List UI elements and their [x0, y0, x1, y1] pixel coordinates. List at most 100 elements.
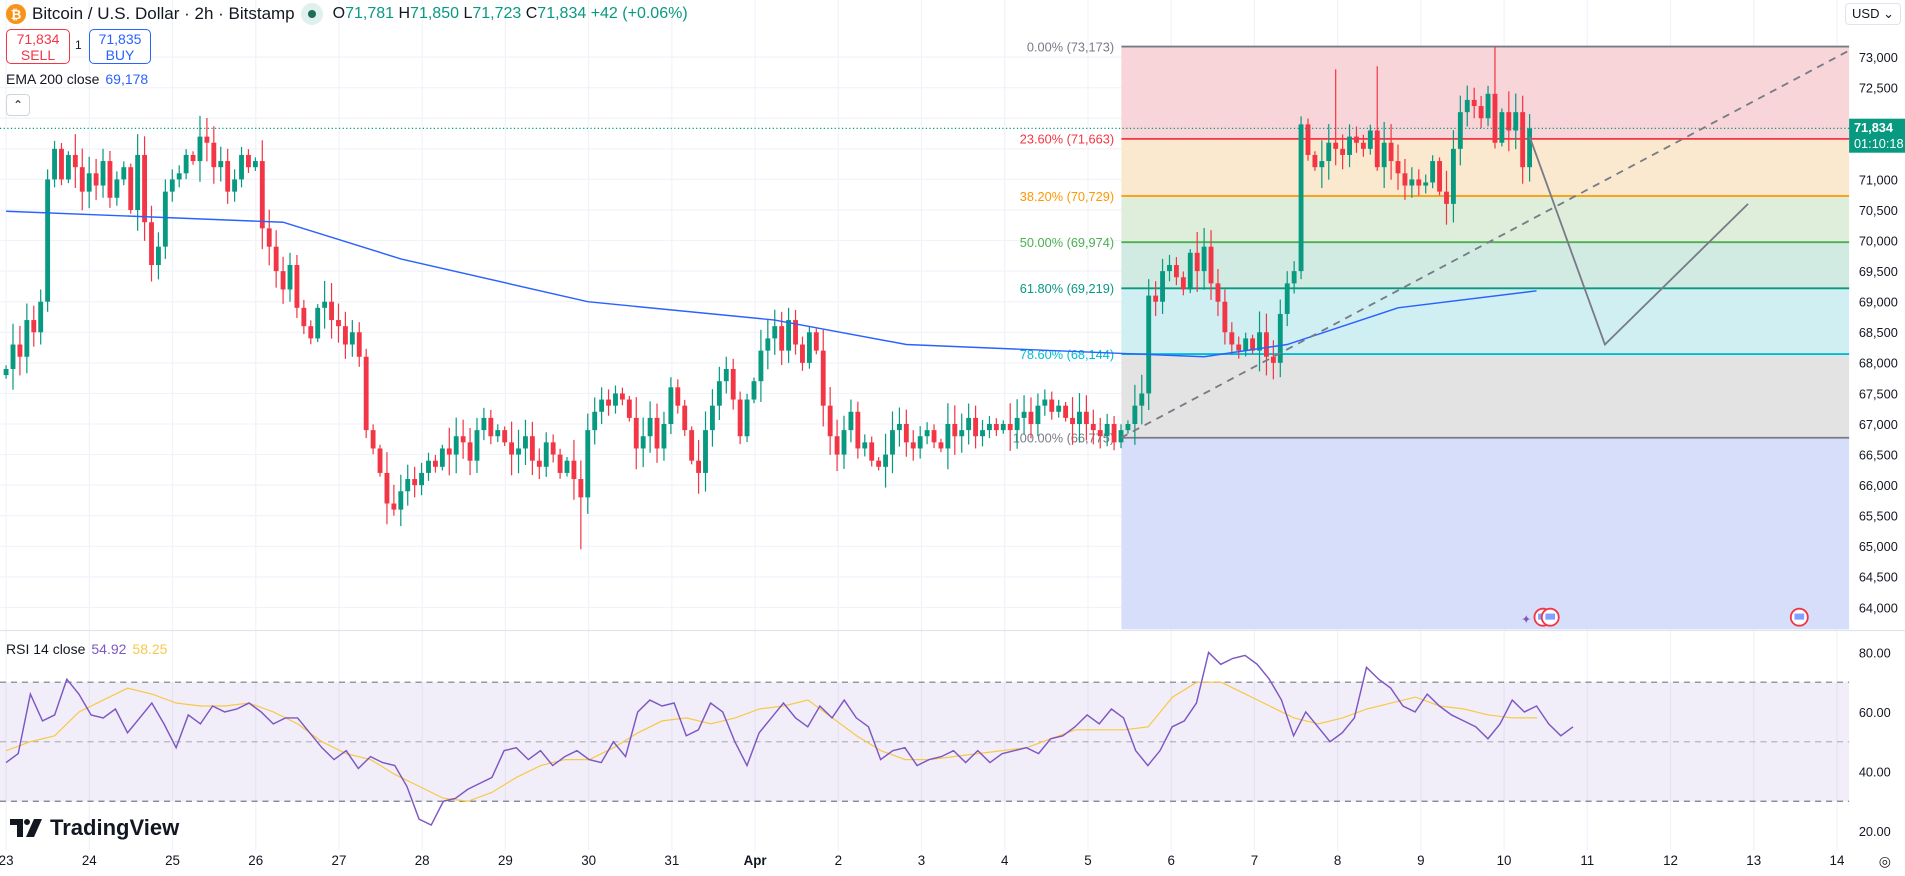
candle-body — [855, 411, 861, 449]
fib-zone-fill — [1121, 195, 1850, 243]
sell-button[interactable]: 71,834 SELL — [6, 29, 70, 64]
order-quantity[interactable]: 1 — [75, 38, 82, 52]
time-axis[interactable]: 23 24 25 26 27 28 29 30 31 Apr 2 3 4 5 6 7 8 9 10 11 12 13 14 — [0, 853, 1845, 868]
collapse-legend-button[interactable]: ⌃ — [6, 94, 30, 116]
candle-body — [419, 472, 425, 486]
candle-body — [820, 350, 826, 406]
ema-legend[interactable]: EMA 200 close 69,178 — [6, 71, 149, 87]
candle-body — [571, 460, 577, 480]
candle-body — [758, 350, 764, 382]
candle-body — [10, 344, 16, 369]
fib-level-label: 23.60% (71,663) — [1020, 132, 1114, 147]
candle-body — [619, 393, 625, 400]
buy-button[interactable]: 71,835 BUY — [89, 29, 151, 64]
candle-body — [1298, 124, 1304, 272]
candle-body — [1160, 271, 1165, 302]
candle-body — [432, 460, 438, 467]
candle-body — [689, 430, 695, 461]
candle-body — [938, 442, 944, 449]
candle-body — [107, 161, 113, 198]
candle-body — [190, 154, 196, 162]
current-price-label: 71,834 — [1854, 120, 1894, 135]
candle-body — [924, 430, 930, 437]
candle-body — [959, 430, 965, 437]
candle-body — [266, 228, 272, 247]
candle-body — [536, 460, 542, 467]
candle-body — [862, 442, 868, 449]
candle-body — [523, 436, 528, 449]
candle-body — [1416, 179, 1422, 186]
candle-body — [529, 436, 535, 461]
candle-body — [1236, 344, 1242, 351]
economic-events[interactable]: ✦ — [1521, 607, 1809, 627]
candle-body — [869, 442, 875, 461]
candle-body — [543, 442, 549, 467]
candle-body — [786, 320, 792, 351]
candle-body — [848, 411, 854, 431]
tradingview-logo[interactable]: TradingView — [10, 815, 179, 841]
candle-body — [633, 417, 639, 449]
sparkle-event-icon: ✦ — [1521, 612, 1531, 626]
candle-body — [86, 173, 92, 192]
candle-body — [973, 417, 979, 437]
candle-body — [509, 442, 515, 455]
symbol-title[interactable]: Bitcoin / U.S. Dollar · 2h · Bitstamp — [32, 4, 295, 23]
candle-body — [1333, 142, 1339, 149]
candle-body — [474, 430, 480, 461]
candle-body — [301, 307, 307, 327]
candle-body — [349, 332, 355, 345]
time-label: 4 — [1001, 853, 1009, 868]
candle-body — [1070, 417, 1075, 425]
candle-body — [232, 179, 238, 192]
rsi-legend[interactable]: RSI 14 close 54.92 58.25 — [6, 641, 168, 657]
candle-body — [606, 399, 611, 406]
time-label: 3 — [918, 853, 925, 868]
us-flag-icon — [1794, 613, 1805, 620]
rsi-tick-label: 80.00 — [1859, 645, 1891, 660]
candle-body — [1457, 112, 1463, 149]
market-status-icon[interactable] — [300, 3, 323, 25]
time-label: 10 — [1497, 853, 1512, 868]
price-tick-label: 66,000 — [1859, 478, 1898, 493]
candle-body — [1354, 136, 1359, 143]
candle-body — [1153, 295, 1159, 302]
time-label: 14 — [1830, 853, 1845, 868]
fibonacci-retracement[interactable]: 0.00% (73,173) 23.60% (71,663) 38.20% (70,… — [1013, 39, 1850, 630]
candle-body — [59, 148, 64, 180]
candle-body — [1360, 142, 1366, 149]
candle-body — [1264, 332, 1269, 357]
candle-body — [765, 338, 771, 351]
candle-body — [259, 161, 265, 229]
time-label: 31 — [664, 853, 679, 868]
drawings[interactable] — [0, 50, 1850, 439]
candle-body — [592, 411, 598, 431]
candle-body — [1187, 252, 1193, 290]
candle-body — [204, 136, 210, 143]
candle-body — [703, 430, 708, 473]
time-label: 7 — [1251, 853, 1258, 868]
candle-body — [79, 167, 85, 192]
candle-body — [1312, 154, 1318, 168]
candle-body — [980, 430, 985, 437]
candle-body — [993, 424, 999, 431]
candle-body — [1374, 130, 1380, 168]
time-label: Apr — [744, 853, 767, 868]
candle-body — [1499, 112, 1505, 143]
candle-body — [1464, 99, 1470, 113]
candle-body — [834, 436, 840, 455]
candle-body — [1007, 424, 1013, 431]
price-tick-label: 68,500 — [1859, 325, 1898, 340]
candle-body — [1450, 148, 1456, 204]
candle-body — [398, 491, 404, 510]
candle-body — [890, 430, 895, 455]
candle-body — [446, 448, 452, 455]
currency-selector[interactable]: USD ⌄ — [1845, 3, 1901, 25]
candle-body — [315, 307, 321, 339]
eye-icon[interactable]: ◎ — [1878, 853, 1891, 869]
candle-body — [751, 381, 757, 400]
candle-body — [931, 430, 937, 443]
fib-zone-fill — [1121, 437, 1850, 630]
candle-body — [723, 368, 729, 382]
